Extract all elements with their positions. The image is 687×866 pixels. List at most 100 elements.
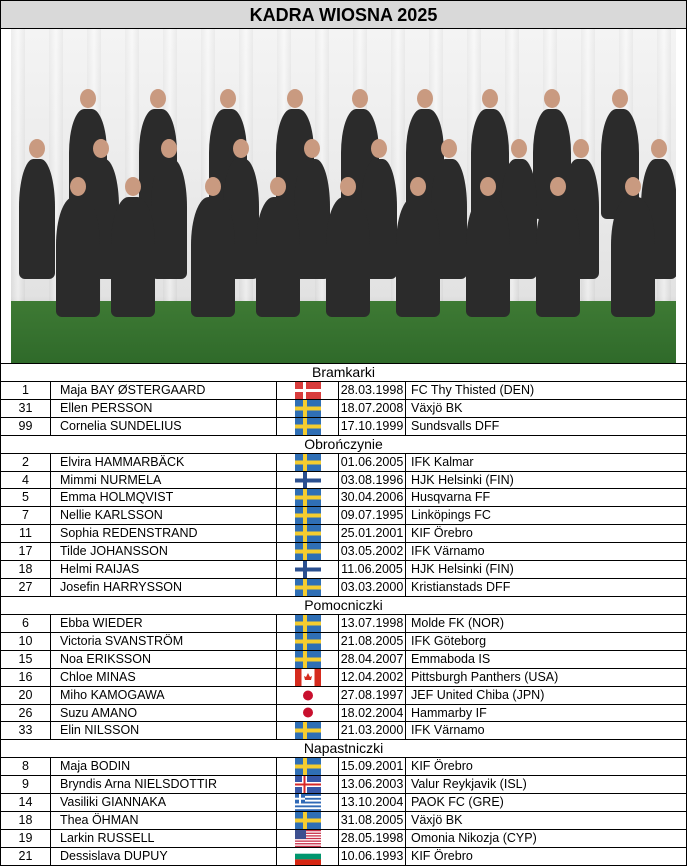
player-number: 99 xyxy=(1,417,51,435)
birth-date: 28.03.1998 xyxy=(339,381,406,399)
flag-usa-icon xyxy=(294,829,321,847)
flag-cell xyxy=(277,399,339,417)
flag-cell xyxy=(277,758,339,776)
table-row: 31 Ellen PERSSON 18.07.2008 Växjö BK xyxy=(1,399,686,418)
player-number: 4 xyxy=(1,471,51,489)
player-club: KIF Örebro xyxy=(411,526,473,541)
table-row: 19 Larkin RUSSELL 28.05.1998 Omonia Niko… xyxy=(1,829,686,848)
flag-swe-icon xyxy=(294,579,321,596)
flag-fin-icon xyxy=(294,471,321,489)
player-club: JEF United Chiba (JPN) xyxy=(411,687,545,702)
player-number: 11 xyxy=(1,525,51,543)
player-number: 5 xyxy=(1,489,51,507)
flag-swe-icon xyxy=(294,632,321,650)
table-row: 7 Nellie KARLSSON 09.07.1995 Linköpings … xyxy=(1,507,686,526)
birth-date: 21.08.2005 xyxy=(339,632,406,650)
flag-swe-icon xyxy=(294,722,321,740)
table-row: 2 Elvira HAMMARBÄCK 01.06.2005 IFK Kalma… xyxy=(1,453,686,472)
flag-gre-icon xyxy=(294,794,321,812)
player-name: Noa ERIKSSON xyxy=(51,650,277,668)
player-club: Emmaboda IS xyxy=(411,651,491,666)
player-name: Vasiliki GIANNAKA xyxy=(51,794,277,812)
birth-date: 13.06.2003 xyxy=(339,776,406,794)
player-club: Sundsvalls DFF xyxy=(411,418,500,433)
section-header: Napastniczki xyxy=(1,740,686,759)
birth-date: 03.03.2000 xyxy=(339,579,406,596)
birth-date: 11.06.2005 xyxy=(339,561,406,579)
table-row: 11 Sophia REDENSTRAND 25.01.2001 KIF Öre… xyxy=(1,525,686,544)
player-number: 16 xyxy=(1,668,51,686)
table-row: 15 Noa ERIKSSON 28.04.2007 Emmaboda IS xyxy=(1,650,686,669)
player-club: Omonia Nikozja (CYP) xyxy=(411,830,537,845)
flag-jpn-icon xyxy=(302,707,313,718)
table-row: 8 Maja BODIN 15.09.2001 KIF Örebro xyxy=(1,758,686,777)
player-club: IFK Göteborg xyxy=(411,633,487,648)
flag-cell xyxy=(277,632,339,650)
player-number: 8 xyxy=(1,758,51,776)
flag-cell xyxy=(277,471,339,489)
player-club: PAOK FC (GRE) xyxy=(411,795,504,810)
player-club: KIF Örebro xyxy=(411,848,473,863)
flag-cell xyxy=(277,794,339,812)
flag-cell xyxy=(277,829,339,847)
flag-cell xyxy=(277,579,339,596)
player-number: 18 xyxy=(1,812,51,829)
flag-bul-icon xyxy=(294,848,321,866)
player-name: Dessislava DUPUY xyxy=(51,847,277,866)
player-name: Ellen PERSSON xyxy=(51,399,277,417)
birth-date: 10.06.1993 xyxy=(339,847,406,866)
player-number: 15 xyxy=(1,650,51,668)
flag-cell xyxy=(277,847,339,866)
flag-cell xyxy=(277,650,339,668)
player-club: IFK Värnamo xyxy=(411,544,485,559)
player-number: 18 xyxy=(1,561,51,579)
table-row: 1 Maja BAY ØSTERGAARD 28.03.1998 FC Thy … xyxy=(1,381,686,400)
flag-swe-icon xyxy=(294,453,321,471)
table-row: 5 Emma HOLMQVIST 30.04.2006 Husqvarna FF xyxy=(1,489,686,508)
flag-cell xyxy=(277,417,339,435)
birth-date: 09.07.1995 xyxy=(339,507,406,525)
player-name: Miho KAMOGAWA xyxy=(51,686,277,704)
flag-swe-icon xyxy=(294,758,321,776)
player-number: 33 xyxy=(1,722,51,740)
player-club: IFK Värnamo xyxy=(411,723,485,738)
table-row: 9 Bryndis Arna NIELSDOTTIR 13.06.2003 Va… xyxy=(1,776,686,795)
birth-date: 12.04.2002 xyxy=(339,668,406,686)
player-number: 2 xyxy=(1,453,51,471)
flag-swe-icon xyxy=(294,614,321,632)
table-row: 14 Vasiliki GIANNAKA 13.10.2004 PAOK FC … xyxy=(1,794,686,813)
table-row: 16 Chloe MINAS 12.04.2002 Pittsburgh Pan… xyxy=(1,668,686,687)
flag-cell xyxy=(277,722,339,740)
table-row: 33 Elin NILSSON 21.03.2000 IFK Värnamo xyxy=(1,722,686,741)
player-number: 31 xyxy=(1,399,51,417)
player-number: 21 xyxy=(1,847,51,866)
player-name: Larkin RUSSELL xyxy=(51,829,277,847)
table-row: 10 Victoria SVANSTRÖM 21.08.2005 IFK Göt… xyxy=(1,632,686,651)
player-number: 1 xyxy=(1,381,51,399)
flag-cell xyxy=(277,668,339,686)
birth-date: 31.08.2005 xyxy=(339,812,406,829)
table-row: 18 Thea ÖHMAN 31.08.2005 Växjö BK xyxy=(1,812,686,830)
table-row: 26 Suzu AMANO 18.02.2004 Hammarby IF xyxy=(1,704,686,723)
section-header: Pomocniczki xyxy=(1,597,686,615)
flag-cell xyxy=(277,543,339,561)
player-name: Emma HOLMQVIST xyxy=(51,489,277,507)
flag-cell xyxy=(277,381,339,399)
table-row: 6 Ebba WIEDER 13.07.1998 Molde FK (NOR) xyxy=(1,614,686,633)
table-row: 20 Miho KAMOGAWA 27.08.1997 JEF United C… xyxy=(1,686,686,705)
birth-date: 17.10.1999 xyxy=(339,417,406,435)
player-name: Elin NILSSON xyxy=(51,722,277,740)
flag-swe-icon xyxy=(294,417,321,435)
player-club: Hammarby IF xyxy=(411,705,487,720)
player-club: Linköpings FC xyxy=(411,508,491,523)
flag-swe-icon xyxy=(294,525,321,543)
player-name: Bryndis Arna NIELSDOTTIR xyxy=(51,776,277,794)
flag-cell xyxy=(277,561,339,579)
player-name: Chloe MINAS xyxy=(51,668,277,686)
page-title: KADRA WIOSNA 2025 xyxy=(1,1,686,29)
player-name: Cornelia SUNDELIUS xyxy=(51,417,277,435)
player-name: Mimmi NURMELA xyxy=(51,471,277,489)
flag-cell xyxy=(277,686,339,704)
birth-date: 27.08.1997 xyxy=(339,686,406,704)
birth-date: 13.07.1998 xyxy=(339,614,406,632)
